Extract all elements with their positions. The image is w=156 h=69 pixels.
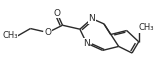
- Text: O: O: [54, 9, 61, 18]
- Text: CH₃: CH₃: [2, 31, 18, 40]
- Text: O: O: [44, 28, 51, 37]
- Text: CH₃: CH₃: [139, 23, 154, 32]
- Text: N: N: [83, 39, 90, 48]
- Text: N: N: [89, 14, 95, 23]
